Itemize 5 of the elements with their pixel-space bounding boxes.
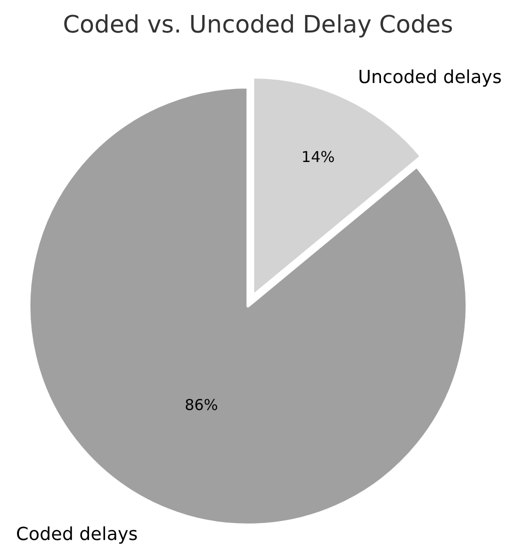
data-label: 86% bbox=[184, 396, 218, 414]
slice-label: Uncoded delays bbox=[358, 67, 502, 88]
slice-label: Coded delays bbox=[16, 524, 138, 545]
chart-title: Coded vs. Uncoded Delay Codes bbox=[62, 10, 454, 38]
data-label: 14% bbox=[301, 148, 335, 166]
